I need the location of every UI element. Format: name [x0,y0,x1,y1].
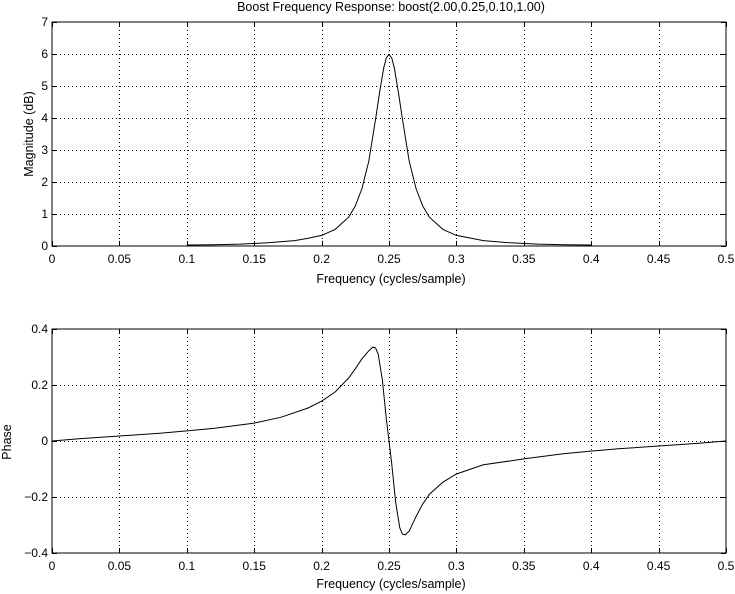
x-tick-label: 0.2 [313,559,330,573]
x-tick-label: 0.4 [583,559,600,573]
phase-ticks: 0 0.05 0.1 0.15 0.2 0.25 0.3 0.35 0.4 0.45 0.5 −0.4… [24,322,734,573]
x-tick-label: 0.25 [377,252,401,266]
y-tick-label: 2 [41,175,48,189]
phase-chart: 0 0.05 0.1 0.15 0.2 0.25 0.3 0.35 0.4 0.45 0.5 −0.4… [0,322,735,591]
y-tick-label: 4 [41,111,48,125]
y-tick-label: 1 [41,207,48,221]
phase-x-axis-label: Frequency (cycles/sample) [316,577,465,591]
y-tick-label: 0 [41,239,48,253]
x-tick-label: 0.3 [448,252,465,266]
magnitude-chart-title: Boost Frequency Response: boost(2.00,0.2… [237,0,545,14]
x-tick-label: 0.45 [647,252,671,266]
x-tick-label: 0.15 [243,559,267,573]
phase-series-line [51,346,727,536]
y-tick-label: 0.4 [31,322,48,336]
y-tick-label: 5 [41,79,48,93]
x-tick-label: 0.5 [718,559,735,573]
x-tick-label: 0.35 [512,559,536,573]
x-tick-label: 0.1 [178,559,195,573]
x-tick-label: 0.4 [583,252,600,266]
phase-y-axis-label: Phase [0,424,14,459]
y-tick-label: 0.2 [31,378,48,392]
x-tick-label: 0.1 [178,252,195,266]
magnitude-y-axis-label: Magnitude (dB) [22,91,36,176]
y-tick-label: −0.2 [24,490,48,504]
y-tick-label: 6 [41,47,48,61]
x-tick-label: 0.15 [243,252,267,266]
x-tick-label: 0.2 [313,252,330,266]
magnitude-series-line [186,53,592,246]
magnitude-grid [52,22,726,246]
x-tick-label: 0.5 [718,252,735,266]
x-tick-label: 0.25 [377,559,401,573]
y-tick-label: −0.4 [24,546,48,560]
x-tick-label: 0 [49,252,56,266]
x-tick-label: 0.45 [647,559,671,573]
magnitude-chart: Boost Frequency Response: boost(2.00,0.2… [22,0,735,286]
x-tick-label: 0.3 [448,559,465,573]
x-tick-label: 0.05 [108,252,132,266]
y-tick-label: 3 [41,143,48,157]
magnitude-x-axis-label: Frequency (cycles/sample) [316,272,465,286]
x-tick-label: 0.35 [512,252,536,266]
y-tick-label: 0 [41,434,48,448]
y-tick-label: 7 [41,15,48,29]
magnitude-ticks: 0 0.05 0.1 0.15 0.2 0.25 0.3 0.35 0.4 0.45 0.5 0 1 2 3… [41,15,734,266]
x-tick-label: 0.05 [108,559,132,573]
x-tick-label: 0 [49,559,56,573]
